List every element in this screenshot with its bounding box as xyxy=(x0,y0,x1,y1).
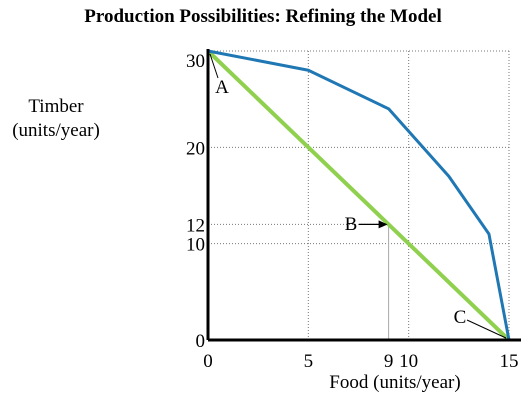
annotation-label-a: A xyxy=(215,77,229,98)
annotation-leader-a xyxy=(209,53,219,79)
annotation-leader-c xyxy=(466,319,507,339)
x-tick-label-15: 15 xyxy=(500,351,519,372)
y-tick-label-0: 0 xyxy=(196,331,206,352)
chart-title: Production Possibilities: Refining the M… xyxy=(84,6,442,27)
x-tick-label-0: 0 xyxy=(203,351,213,372)
y-axis-label-line1: Timber xyxy=(28,96,84,117)
x-tick-label-5: 5 xyxy=(304,351,314,372)
annotation-label-b: B xyxy=(345,214,358,235)
series-line-straight xyxy=(206,49,511,342)
series-line-curve xyxy=(207,49,511,341)
annotations: A B C xyxy=(209,53,507,339)
y-tick-label-10: 10 xyxy=(186,235,205,256)
x-tick-label-9: 9 xyxy=(384,351,394,372)
x-tick-label-10: 10 xyxy=(399,351,418,372)
x-axis-label: Food (units/year) xyxy=(329,372,461,393)
y-tick-label-12: 12 xyxy=(186,215,205,236)
grid-lines xyxy=(208,50,510,340)
y-tick-label-30: 30 xyxy=(186,51,205,72)
series-lines xyxy=(206,49,511,342)
y-axis-label-line2: (units/year) xyxy=(12,120,100,141)
y-tick-label-20: 20 xyxy=(186,138,205,159)
annotation-arrowhead-b xyxy=(378,220,388,229)
axes xyxy=(206,49,521,342)
annotation-label-c: C xyxy=(454,307,467,328)
